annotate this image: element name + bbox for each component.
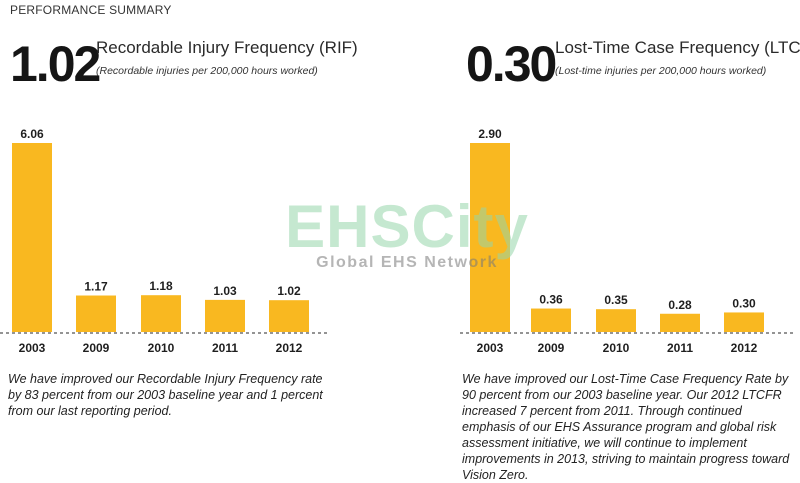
rif-value-label-2010: 1.18 [149,279,173,293]
rif-value-label-2009: 1.17 [84,280,108,294]
rif-value-label-2012: 1.02 [277,284,301,298]
ltcfr-bar-2010 [596,309,636,332]
watermark-logo: EHSCity Global EHS Network [262,193,552,280]
rif-bar-2012 [269,300,309,332]
rif-title: Recordable Injury Frequency (RIF) [96,38,358,57]
ltcfr-title: Lost-Time Case Frequency (LTCFR) [555,38,800,57]
ltcfr-bar-2009 [531,308,571,332]
rif-category-label-2012: 2012 [276,341,303,355]
ltcfr-bar-2003 [470,143,510,332]
ltcfr-value-label-2011: 0.28 [668,298,692,312]
rif-caption: We have improved our Recordable Injury F… [8,372,323,418]
ltcfr-category-label-2003: 2003 [477,341,504,355]
rif-bar-2010 [141,295,181,332]
ltcfr-big-number: 0.30 [466,36,557,92]
watermark-subtext: Global EHS Network [316,254,498,271]
rif-category-label-2011: 2011 [212,341,238,355]
rif-bar-2009 [76,295,116,332]
section-title: PERFORMANCE SUMMARY [10,3,172,17]
rif-category-label-2009: 2009 [83,341,110,355]
ltcfr-subtitle: (Lost-time injuries per 200,000 hours wo… [555,65,767,77]
rif-big-number: 1.02 [10,36,101,92]
ltcfr-category-label-2011: 2011 [667,341,693,355]
ltcfr-caption: We have improved our Lost-Time Case Freq… [462,372,790,482]
rif-bar-2011 [205,299,245,332]
rif-value-label-2003: 6.06 [20,127,44,141]
ltcfr-value-label-2012: 0.30 [732,296,756,310]
ltcfr-bar-2011 [660,313,700,332]
rif-value-label-2011: 1.03 [213,284,237,298]
rif-category-label-2010: 2010 [148,341,175,355]
ltcfr-bar-2012 [724,312,764,332]
ltcfr-category-label-2012: 2012 [731,341,758,355]
ltcfr-value-label-2003: 2.90 [478,127,502,141]
watermark-text: EHSCity [285,193,529,260]
rif-category-label-2003: 2003 [19,341,46,355]
ltcfr-bar-chart: 2.90 2003 0.36 2009 0.35 2010 0.28 2011 0.30 2012 [460,127,795,355]
ltcfr-category-label-2010: 2010 [603,341,630,355]
ltcfr-category-label-2009: 2009 [538,341,565,355]
rif-bar-chart: 6.06 2003 1.17 2009 1.18 2010 1.03 2011 1.02 2012 [0,127,330,355]
ltcfr-value-label-2010: 0.35 [604,293,628,307]
rif-bar-2003 [12,143,52,332]
rif-subtitle: (Recordable injuries per 200,000 hours w… [96,65,318,77]
ltcfr-value-label-2009: 0.36 [539,293,563,307]
